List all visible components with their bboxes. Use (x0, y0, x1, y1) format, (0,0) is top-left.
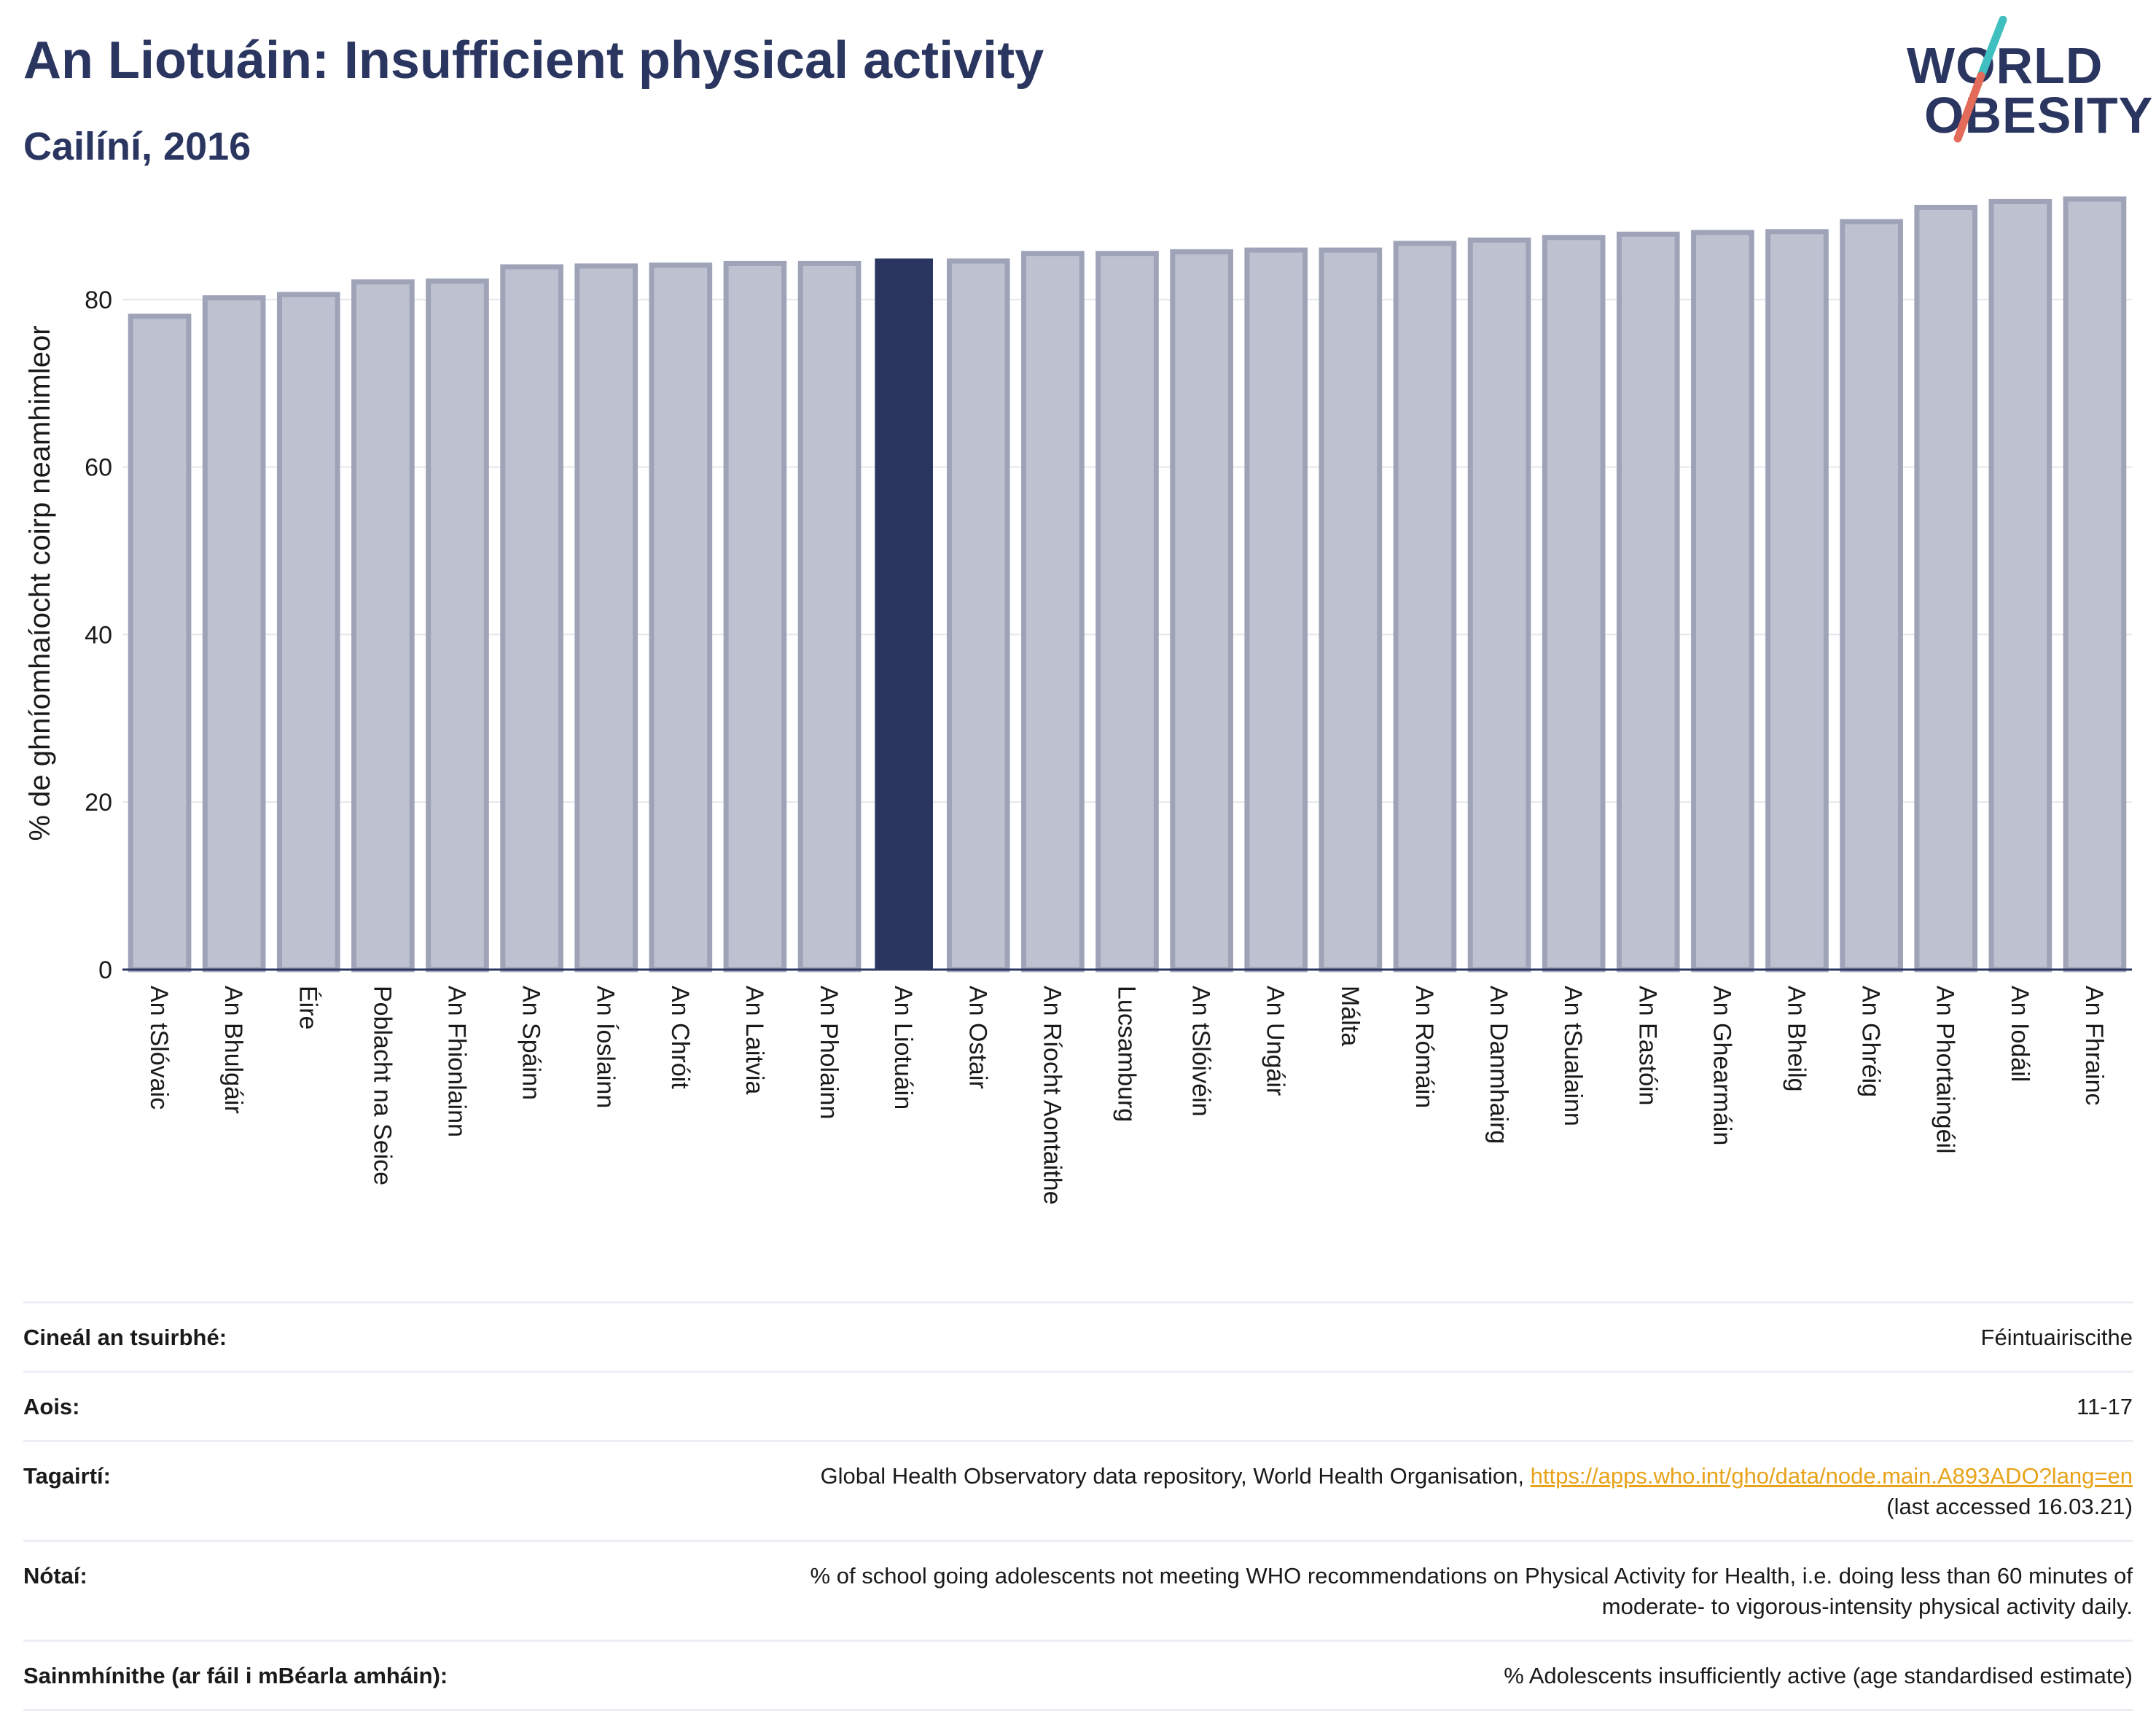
bar (1467, 237, 1531, 973)
bar (574, 263, 638, 973)
x-tick-label: An Fhrainc (2080, 986, 2108, 1105)
logo-word-world: WORLD (1907, 37, 2104, 94)
x-tick-label: An Rómáin (1410, 986, 1438, 1108)
x-tick-label: An Ungáir (1262, 986, 1289, 1096)
bar (202, 295, 266, 973)
table-row: Sainmhínithe (ar fáil i mBéarla amháin):… (23, 1640, 2133, 1710)
x-tick-label: An Chróit (666, 986, 694, 1089)
bar (1988, 198, 2053, 973)
bar (128, 313, 192, 973)
bar (351, 279, 415, 973)
reference-link[interactable]: https://apps.who.int/gho/data/node.main.… (1530, 1463, 2133, 1489)
x-tick-label: An Ostair (964, 986, 991, 1089)
bar (649, 262, 713, 973)
world-obesity-logo: WORLD OBESITY (1895, 16, 2152, 153)
chart-subtitle: Cailíní, 2016 (23, 125, 251, 168)
y-tick-label: 40 (85, 621, 112, 649)
y-tick-label: 60 (85, 454, 112, 482)
bar (2063, 196, 2127, 973)
bar (1542, 235, 1606, 973)
bar (1244, 247, 1308, 973)
bar-chart: 0 20 40 60 80 % de ghníomhaíocht coirp neamhi… (24, 196, 2132, 1205)
row-key: Aois: (23, 1394, 80, 1419)
notes-text: % of school going adolescents not meetin… (810, 1563, 2133, 1589)
x-tick-label: An Spáinn (517, 986, 545, 1100)
x-tick-label: An Ghréig (1857, 986, 1885, 1097)
table-row: Nótaí: % of school going adolescents not… (23, 1540, 2133, 1641)
bar (875, 258, 933, 970)
bar (797, 260, 862, 973)
reference-text: Global Health Observatory data repositor… (820, 1463, 1531, 1489)
bar (426, 278, 489, 973)
x-tick-label: Poblacht na Seice (368, 986, 396, 1185)
row-key: Cineál an tsuirbhé: (23, 1325, 227, 1350)
bar (1616, 231, 1680, 973)
bar (500, 264, 563, 973)
x-tick-label: An tSualainn (1559, 986, 1587, 1126)
y-tick-label: 20 (85, 789, 112, 816)
table-row: Cineál an tsuirbhé: Féintuairiscithe (23, 1302, 2133, 1372)
x-tick-label: An Eastóin (1633, 986, 1661, 1105)
row-key: Nótaí: (23, 1563, 87, 1589)
y-tick-label: 0 (98, 956, 112, 984)
y-tick-label: 80 (85, 287, 112, 314)
bar (1319, 247, 1383, 973)
x-tick-label: An Ríocht Aontaithe (1038, 986, 1066, 1205)
x-tick-label: An Bheilg (1783, 986, 1811, 1092)
x-tick-label: An Fhionlainn (443, 986, 471, 1137)
table-row: Aois: 11-17 (23, 1371, 2133, 1441)
x-tick-label: An Íoslainn (592, 986, 620, 1108)
notes-text-cont: moderate- to vigorous-intensity physical… (1601, 1594, 2133, 1619)
bar (1021, 251, 1085, 973)
row-key: Sainmhínithe (ar fáil i mBéarla amháin): (23, 1663, 448, 1688)
x-tick-label: An Phortaingéil (1932, 986, 1959, 1154)
x-tick-label: An Laitvia (741, 986, 768, 1094)
x-tick-label: An Ghearmáin (1708, 986, 1735, 1145)
bar (1914, 204, 1978, 973)
bar (1393, 241, 1457, 973)
x-tick-label: An Iodáil (2006, 986, 2034, 1082)
row-value: Féintuairiscithe (1980, 1325, 2133, 1350)
table-row: Tagairtí: Global Health Observatory data… (23, 1441, 2133, 1541)
x-tick-label: An Liotuáin (889, 986, 917, 1110)
bar (1095, 251, 1159, 973)
info-table: Cineál an tsuirbhé: Féintuairiscithe Aoi… (23, 1301, 2133, 1711)
bar (1170, 249, 1233, 973)
chart-title: An Liotuáin: Insufficient physical activ… (23, 31, 1044, 90)
x-tick-label: Lucsamburg (1113, 986, 1141, 1122)
reference-accessed: (last accessed 16.03.21) (1886, 1494, 2133, 1519)
bar (276, 292, 340, 973)
bar (1840, 219, 1903, 973)
x-tick-label: An tSlóivéin (1187, 986, 1215, 1117)
x-tick-label: Éire (294, 986, 321, 1029)
bar (1691, 230, 1754, 973)
row-value: Global Health Observatory data repositor… (679, 1441, 2133, 1541)
row-value: % of school going adolescents not meetin… (679, 1541, 2133, 1641)
x-tick-label: An Danmhairg (1485, 986, 1512, 1144)
row-value: % Adolescents insufficiently active (age… (1504, 1663, 2133, 1688)
bar (1765, 229, 1829, 973)
logo-slash-icon (1953, 16, 2007, 143)
y-axis-title: % de ghníomhaíocht coirp neamhimleor (24, 325, 56, 841)
x-tick-label: Málta (1336, 986, 1364, 1046)
x-tick-label: An Bhulgáir (219, 986, 247, 1114)
x-tick-label: An tSlóvaic (145, 986, 173, 1110)
bar (723, 260, 787, 973)
row-value: 11-17 (2077, 1394, 2133, 1419)
x-tick-label: An Pholainn (815, 986, 843, 1119)
bar (946, 258, 1010, 973)
row-key: Tagairtí: (23, 1463, 111, 1489)
